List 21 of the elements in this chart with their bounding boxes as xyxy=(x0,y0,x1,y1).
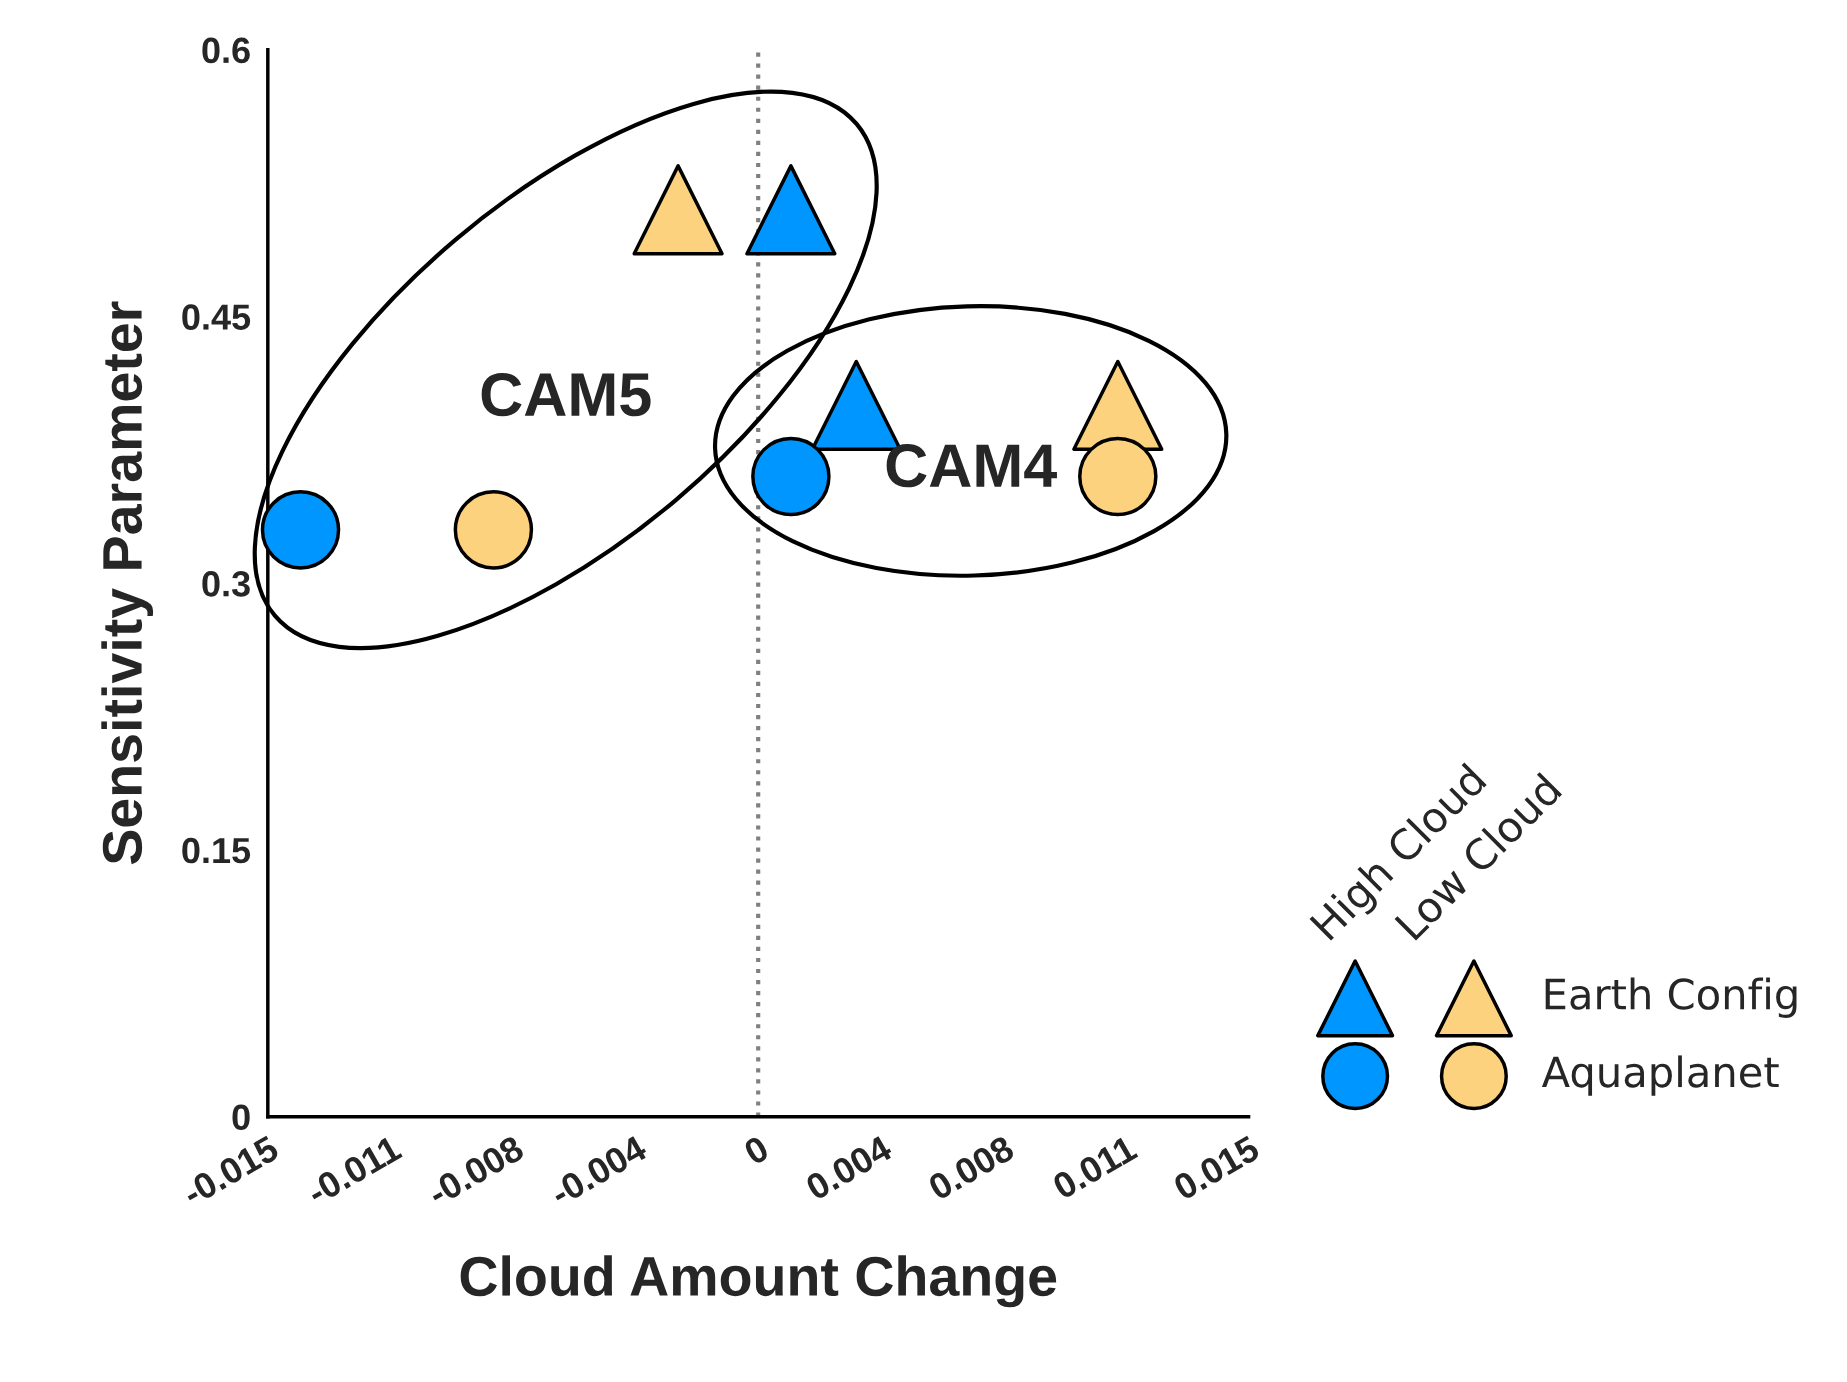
text: Aquaplanet xyxy=(1541,1055,1779,1096)
point xyxy=(751,436,831,517)
y-tick-label: 0 xyxy=(232,1104,250,1131)
annotation: CAM5 xyxy=(481,372,651,417)
y-tick-label: 0.3 xyxy=(202,571,250,597)
annotation: CAM4 xyxy=(886,444,1057,488)
point xyxy=(632,164,724,256)
y-tick-label: 0.15 xyxy=(182,837,251,864)
x-axis-title: Cloud Amount Change xyxy=(460,1255,1057,1308)
x-tick-label: 0 xyxy=(742,1134,771,1166)
y-tick-label: 0.6 xyxy=(202,37,250,64)
text: Earth Config xyxy=(1545,977,1797,1018)
x-tick-label: -0.011 xyxy=(305,1134,403,1206)
x-tick-label: 0.008 xyxy=(926,1134,1016,1201)
x-tick-label: 0.011 xyxy=(1051,1134,1139,1200)
y-axis-title: Sensitivity Parameter xyxy=(101,301,154,865)
point xyxy=(1078,436,1158,517)
point xyxy=(745,164,837,256)
y-tick-label: 0.45 xyxy=(182,304,251,330)
point xyxy=(453,490,534,570)
point xyxy=(260,490,341,570)
